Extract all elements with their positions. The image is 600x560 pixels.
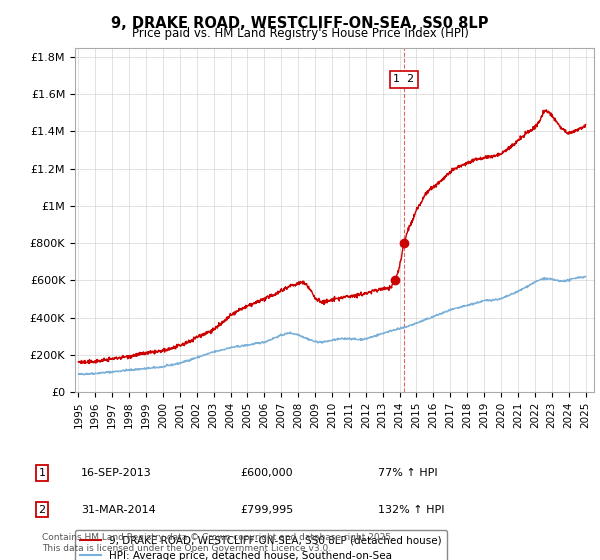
Legend: 9, DRAKE ROAD, WESTCLIFF-ON-SEA, SS0 8LP (detached house), HPI: Average price, d: 9, DRAKE ROAD, WESTCLIFF-ON-SEA, SS0 8LP… [75, 530, 447, 560]
Text: Contains HM Land Registry data © Crown copyright and database right 2025.
This d: Contains HM Land Registry data © Crown c… [42, 533, 394, 553]
Text: 2: 2 [38, 505, 46, 515]
Text: 77% ↑ HPI: 77% ↑ HPI [378, 468, 437, 478]
Text: 9, DRAKE ROAD, WESTCLIFF-ON-SEA, SS0 8LP: 9, DRAKE ROAD, WESTCLIFF-ON-SEA, SS0 8LP [111, 16, 489, 31]
Text: 132% ↑ HPI: 132% ↑ HPI [378, 505, 445, 515]
Text: Price paid vs. HM Land Registry's House Price Index (HPI): Price paid vs. HM Land Registry's House … [131, 27, 469, 40]
Text: £799,995: £799,995 [240, 505, 293, 515]
Text: £600,000: £600,000 [240, 468, 293, 478]
Text: 31-MAR-2014: 31-MAR-2014 [81, 505, 156, 515]
Text: 1  2: 1 2 [393, 74, 415, 84]
Text: 16-SEP-2013: 16-SEP-2013 [81, 468, 152, 478]
Text: 1: 1 [38, 468, 46, 478]
